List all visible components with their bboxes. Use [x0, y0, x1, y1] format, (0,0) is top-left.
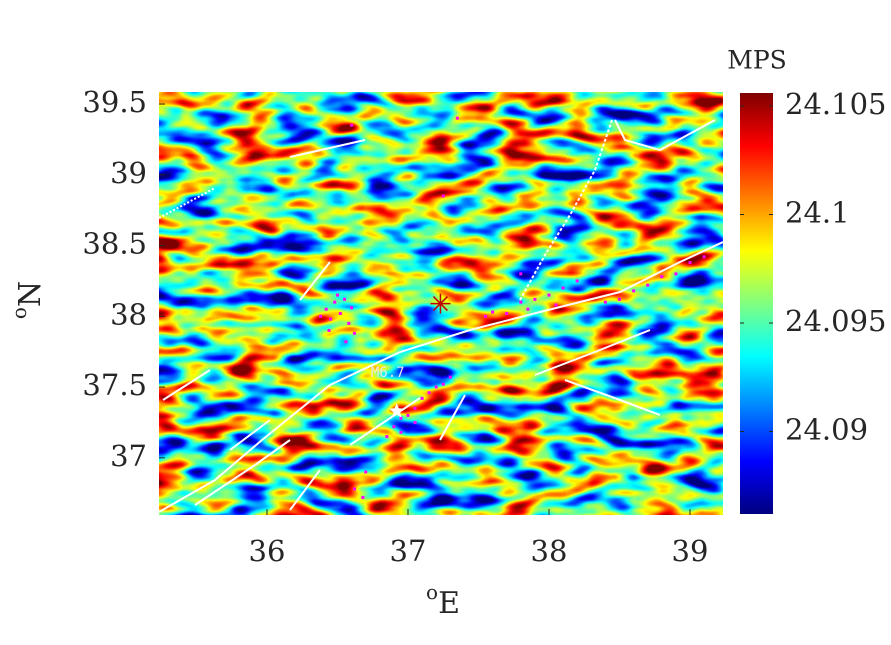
map-area: M6.7 — [159, 92, 723, 515]
aftershock — [347, 321, 351, 325]
aftershock — [319, 314, 323, 318]
y-tick-label: 37 — [110, 439, 147, 473]
mainshock-label: M6.7 — [371, 365, 405, 381]
epicenter-marker — [430, 293, 451, 314]
aftershock — [674, 272, 678, 276]
aftershock — [484, 314, 488, 318]
aftershock — [324, 307, 328, 311]
y-tick-label: 38.5 — [82, 227, 147, 261]
mainshock-star — [389, 403, 405, 418]
aftershock — [519, 272, 523, 276]
fault — [439, 394, 466, 441]
aftershock — [505, 311, 509, 315]
fault — [162, 369, 211, 401]
y-label-text: N — [13, 281, 48, 307]
aftershock — [344, 340, 348, 344]
colorbar-tick-label: 24.105 — [785, 87, 886, 121]
aftershock — [519, 300, 523, 304]
colorbar-tick-label: 24.1 — [785, 196, 850, 230]
aftershock — [702, 255, 706, 259]
aftershock — [413, 420, 417, 424]
aftershock — [328, 317, 332, 321]
y-label-sup: o — [7, 307, 31, 319]
aftershock — [361, 495, 365, 499]
x-tick-label: 38 — [531, 534, 568, 568]
y-axis-label: oN — [7, 281, 49, 319]
aftershock — [533, 297, 537, 301]
x-tick-label: 36 — [249, 534, 286, 568]
aftershock — [352, 487, 356, 491]
y-tick-label: 39 — [110, 156, 147, 190]
y-tick-label: 38 — [110, 297, 147, 331]
aftershock — [561, 286, 565, 290]
aftershock — [688, 261, 692, 265]
x-axis-label: oE — [426, 580, 460, 622]
aftershock — [392, 425, 396, 429]
colorbar-label: MPS — [727, 46, 787, 75]
aftershock — [399, 430, 403, 434]
aftershock — [406, 413, 410, 417]
aftershock — [646, 283, 650, 287]
x-tick-label: 37 — [390, 534, 427, 568]
aftershock — [632, 289, 636, 293]
aftershock — [618, 297, 622, 301]
colorbar-tick-label: 24.09 — [785, 413, 868, 447]
fault — [534, 329, 651, 376]
aftershock — [434, 385, 438, 389]
x-label-text: E — [438, 586, 460, 621]
aftershock — [491, 310, 495, 314]
aftershock — [350, 123, 354, 127]
aftershock — [554, 303, 558, 307]
fault — [564, 379, 661, 416]
fault — [614, 119, 716, 152]
aftershock — [327, 328, 331, 332]
event-marks: M6.7 — [319, 116, 706, 499]
aftershock — [547, 293, 551, 297]
y-tick-label: 39.5 — [82, 85, 147, 119]
aftershock — [413, 406, 417, 410]
fault — [519, 119, 613, 301]
aftershock — [526, 307, 530, 311]
aftershock — [603, 300, 607, 304]
aftershock — [441, 382, 445, 386]
y-tick-label: 37.5 — [82, 368, 147, 402]
aftershock — [455, 116, 459, 120]
fault — [194, 439, 291, 506]
fault — [349, 397, 421, 446]
aftershock — [441, 194, 445, 198]
fault — [299, 261, 331, 301]
aftershock — [385, 435, 389, 439]
aftershock — [427, 391, 431, 395]
x-tick-label: 39 — [672, 534, 709, 568]
x-label-sup: o — [426, 580, 438, 604]
fault — [159, 241, 723, 513]
epicenter-stroke — [432, 296, 448, 312]
aftershock — [364, 470, 368, 474]
aftershock — [338, 311, 342, 315]
aftershock — [343, 297, 347, 301]
fault — [289, 469, 321, 511]
aftershock — [575, 279, 579, 283]
aftershock — [399, 416, 403, 420]
fault — [229, 419, 271, 451]
aftershock — [420, 396, 424, 400]
fault — [289, 139, 366, 158]
aftershock — [350, 306, 354, 310]
fault-lines — [159, 119, 723, 513]
colorbar-tick-label: 24.095 — [785, 304, 886, 338]
colorbar — [740, 93, 773, 514]
aftershock — [333, 300, 337, 304]
aftershock — [352, 331, 356, 335]
fault — [159, 187, 216, 219]
aftershock — [336, 293, 340, 297]
aftershock — [448, 375, 452, 379]
aftershock — [660, 275, 664, 279]
